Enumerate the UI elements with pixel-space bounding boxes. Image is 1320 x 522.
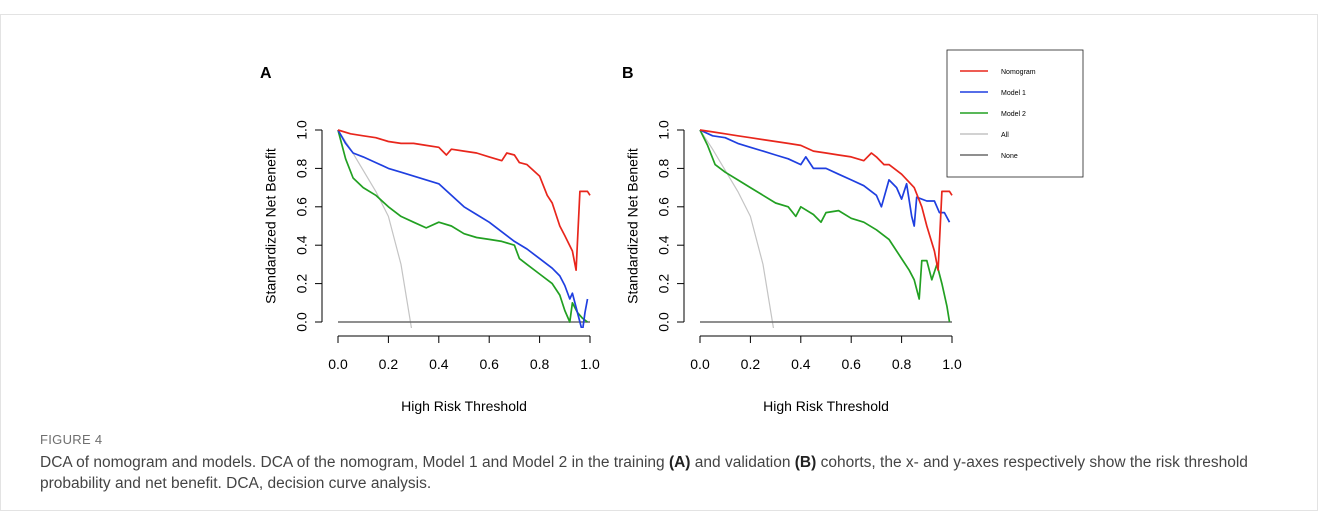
y-tick-label: 0.6	[656, 197, 672, 217]
legend-label-nomogram: Nomogram	[1001, 69, 1036, 76]
y-tick-label: 0.8	[294, 158, 310, 178]
caption-text-2: and validation	[690, 454, 795, 471]
caption-text-1: DCA of nomogram and models. DCA of the n…	[40, 454, 669, 471]
legend-label-model-2: Model 2	[1001, 111, 1026, 118]
x-tick-label: 0.6	[479, 356, 499, 372]
caption-ref-b: (B)	[794, 454, 817, 471]
series-nomogram-line	[699, 129, 953, 272]
x-tick-label: 0.4	[429, 356, 449, 372]
x-tick-label: 0.0	[328, 356, 348, 372]
y-tick-label: 1.0	[294, 120, 310, 140]
figure-label: FIGURE 4	[40, 432, 103, 447]
caption-text-3: cohorts, the x- and y-axes respectively …	[40, 454, 1248, 492]
y-tick-label: 0.6	[294, 197, 310, 217]
y-tick-label: 0.4	[656, 235, 672, 255]
y-axis-title: Standardized Net Benefit	[625, 148, 641, 304]
y-tick-label: 0.2	[294, 274, 310, 294]
series-model-1-line	[699, 129, 951, 227]
series-nomogram-line	[337, 129, 591, 272]
x-axis: 0.0 0.2 0.4 0.6 0.8 1.0 High Risk Threshold	[690, 335, 962, 414]
y-tick-label: 0.4	[294, 235, 310, 255]
x-axis-title: High Risk Threshold	[763, 398, 889, 414]
x-tick-label: 0.0	[690, 356, 710, 372]
y-tick-label: 0.2	[656, 274, 672, 294]
series-all-line	[699, 129, 775, 328]
figure-frame	[0, 14, 1318, 511]
legend-label-model-1: Model 1	[1001, 90, 1026, 97]
series-model-2-line	[699, 129, 951, 323]
series-model-2-line	[337, 129, 589, 323]
panel-label: A	[260, 65, 272, 82]
figure-caption: DCA of nomogram and models. DCA of the n…	[40, 452, 1280, 494]
y-tick-label: 0.8	[656, 158, 672, 178]
x-tick-label: 0.4	[791, 356, 811, 372]
y-tick-label: 0.0	[294, 312, 310, 332]
x-axis-title: High Risk Threshold	[401, 398, 527, 414]
x-axis: 0.0 0.2 0.4 0.6 0.8 1.0 High Risk Threshold	[328, 335, 600, 414]
legend: Nomogram Model 1 Model 2 All None	[946, 49, 1084, 178]
x-tick-label: 0.6	[841, 356, 861, 372]
legend-label-none: None	[1001, 153, 1018, 160]
y-tick-label: 1.0	[656, 120, 672, 140]
x-tick-label: 0.2	[379, 356, 399, 372]
y-axis-title: Standardized Net Benefit	[263, 148, 279, 304]
y-tick-label: 0.0	[656, 312, 672, 332]
x-tick-label: 1.0	[942, 356, 962, 372]
y-axis: 0.0 0.2 0.4 0.6 0.8 1.0 Standardized Net Benef…	[625, 120, 685, 332]
panel-label: B	[622, 65, 634, 82]
x-tick-label: 0.8	[530, 356, 550, 372]
caption-ref-a: (A)	[668, 454, 691, 471]
x-tick-label: 1.0	[580, 356, 600, 372]
x-tick-label: 0.8	[892, 356, 912, 372]
legend-label-all: All	[1001, 132, 1009, 139]
series-model-1-line	[337, 129, 589, 328]
y-axis: 0.0 0.2 0.4 0.6 0.8 1.0 Standardized Net Benef…	[263, 120, 323, 332]
x-tick-label: 0.2	[741, 356, 761, 372]
